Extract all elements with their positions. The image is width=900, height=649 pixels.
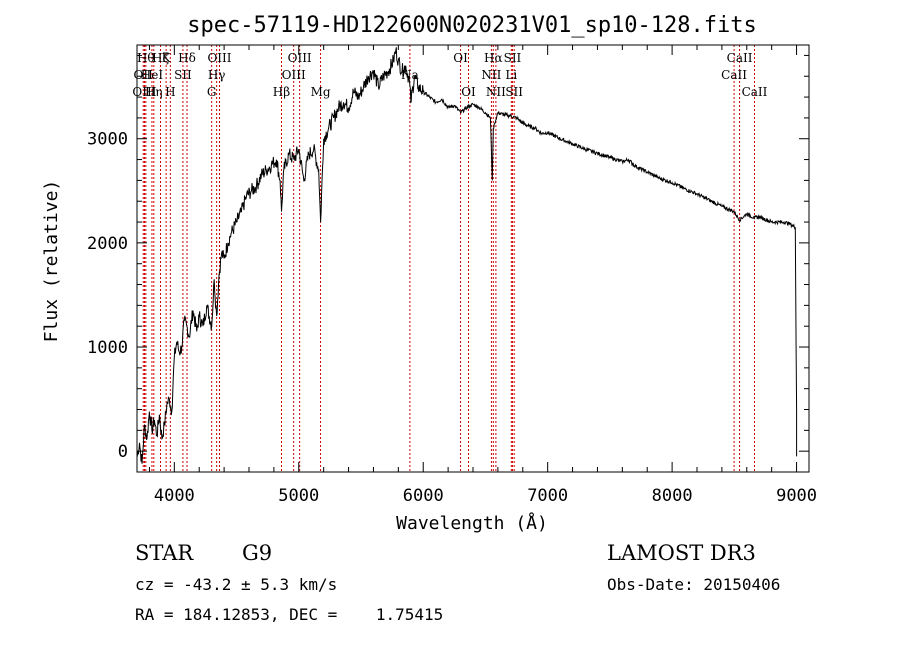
line-label-13: Hβ (273, 85, 290, 99)
coordinates-text: RA = 184.12853, DEC = 1.75415 (135, 605, 443, 624)
line-label-21: Hα (484, 51, 503, 65)
spectrum-series-line (136, 47, 798, 464)
y-tick-label-0: 0 (118, 442, 128, 462)
line-label-11: Hγ (208, 68, 226, 82)
x-tick-label-4: 8000 (652, 486, 693, 506)
line-label-10: G (207, 85, 217, 99)
x-tick-label-2: 6000 (403, 486, 444, 506)
x-tick-label-0: 4000 (154, 486, 195, 506)
line-label-18: OI (453, 51, 468, 65)
spectral-line-labels: OII OIII Hθ HeI Hη HζK H SII Hδ G Hγ OIII Hβ OIII OIII… (132, 51, 767, 99)
line-label-6: K (162, 51, 172, 65)
x-tick-label-3: 7000 (527, 486, 568, 506)
line-label-26: CaII (721, 68, 747, 82)
line-label-0: OII (134, 68, 154, 82)
line-label-7: H (165, 85, 175, 99)
redshift-text: cz = -43.2 ± 5.3 km/s (135, 575, 337, 594)
survey-name: LAMOST DR3 (607, 541, 756, 565)
line-label-27: CaII (727, 51, 753, 65)
line-label-5: Hζ (152, 51, 169, 65)
obs-date: Obs-Date: 20150406 (607, 575, 780, 594)
line-label-2: Hθ (137, 51, 155, 65)
line-label-4: Hη (145, 85, 163, 99)
line-label-19: OI (461, 85, 476, 99)
spectral-line-markers (142, 45, 755, 472)
line-label-14: OIII (282, 68, 306, 82)
x-axis-label: Wavelength (Å) (396, 512, 548, 534)
line-label-9: Hδ (178, 51, 196, 65)
line-label-15: OIII (288, 51, 312, 65)
x-tick-label-1: 5000 (278, 486, 319, 506)
y-axis-label: Flux (relative) (41, 180, 62, 343)
line-label-3: HeI (141, 68, 164, 82)
y-axis-tick-labels: 0 1000 2000 3000 (87, 130, 128, 462)
line-label-25: SII (505, 85, 523, 99)
line-label-24: SII (504, 51, 522, 65)
line-label-1: OIII (132, 85, 156, 99)
line-label-28: CaII (742, 85, 768, 99)
x-axis-tick-labels: 4000 5000 6000 7000 8000 9000 (154, 486, 817, 506)
x-tick-label-5: 9000 (776, 486, 817, 506)
plot-frame (136, 44, 810, 473)
line-label-8: SII (174, 68, 192, 82)
line-label-22: NII (486, 85, 506, 99)
line-label-16: Mg (311, 85, 331, 99)
object-subclass: G9 (242, 541, 272, 565)
chart-title: spec-57119-HD122600N020231V01_sp10-128.f… (187, 13, 757, 38)
y-tick-label-2: 2000 (87, 234, 128, 254)
y-tick-label-3: 3000 (87, 130, 128, 150)
y-tick-label-1: 1000 (87, 338, 128, 358)
x-axis-ticks (148, 45, 798, 472)
line-label-12: OIII (207, 51, 231, 65)
line-label-23: Li (505, 68, 517, 82)
line-label-20: NII (481, 68, 501, 82)
object-class: STAR (135, 541, 194, 565)
y-axis-ticks (137, 54, 809, 473)
